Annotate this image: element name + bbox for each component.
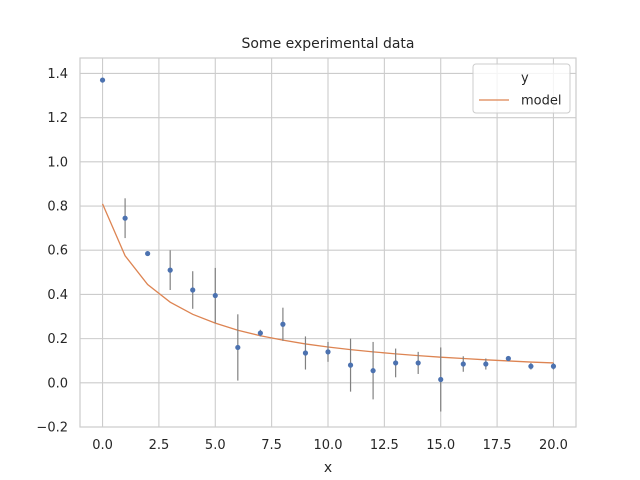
data-point (280, 321, 286, 327)
y-tick-label: 0.8 (47, 200, 68, 215)
legend-box (472, 63, 571, 114)
data-point (550, 363, 557, 369)
x-tick-label: 0.0 (92, 438, 113, 453)
x-tick-label: 10.0 (314, 438, 343, 453)
data-point (235, 344, 241, 351)
legend-label-y: y (521, 71, 529, 86)
y-tick-label: 0.2 (47, 332, 68, 347)
data-point (212, 292, 218, 299)
data-point (190, 287, 196, 293)
legend: y model (472, 63, 571, 114)
data-point (99, 77, 106, 83)
x-tick-label: 20.0 (539, 438, 568, 453)
data-point (302, 350, 309, 356)
data-point (415, 360, 421, 366)
chart-title: Some experimental data (241, 36, 414, 52)
x-tick-label: 17.5 (483, 438, 512, 453)
y-tick-label: −0.2 (36, 421, 68, 436)
x-tick-label: 12.5 (370, 438, 399, 453)
y-tick-label: 1.0 (47, 155, 68, 170)
data-point (438, 376, 444, 383)
x-tick-label: 7.5 (261, 438, 282, 453)
grid (80, 58, 576, 428)
data-point (528, 363, 534, 369)
y-tick-label: 0.6 (47, 244, 68, 259)
y-tick-label: 1.4 (47, 67, 68, 82)
data-point (347, 362, 354, 368)
data-point (167, 267, 173, 273)
plot-area-frame (79, 57, 577, 428)
x-tick-label: 15.0 (426, 438, 455, 453)
data-point (505, 355, 511, 362)
data-point (145, 250, 151, 257)
data-point (393, 360, 399, 366)
y-tick-label: 1.2 (47, 111, 68, 126)
data-point (325, 349, 331, 355)
y-tick-label: 0.4 (47, 288, 68, 303)
x-tick-label: 5.0 (205, 438, 226, 453)
y-tick-label: 0.0 (47, 376, 68, 391)
data-point (370, 368, 376, 374)
data-point (257, 330, 263, 336)
x-tick-labels: 0.0 2.5 5.0 7.5 10.0 12.5 15.0 17.5 20.0 (92, 438, 568, 453)
legend-label-model: model (521, 94, 561, 109)
data-point (122, 215, 128, 221)
x-tick-label: 2.5 (149, 438, 170, 453)
data-point (460, 361, 466, 367)
y-tick-labels: −0.2 0.0 0.2 0.4 0.6 0.8 1.0 1.2 1.4 (36, 67, 68, 436)
data-points (99, 77, 557, 383)
x-axis-label: x (324, 460, 332, 476)
data-point (483, 361, 489, 367)
